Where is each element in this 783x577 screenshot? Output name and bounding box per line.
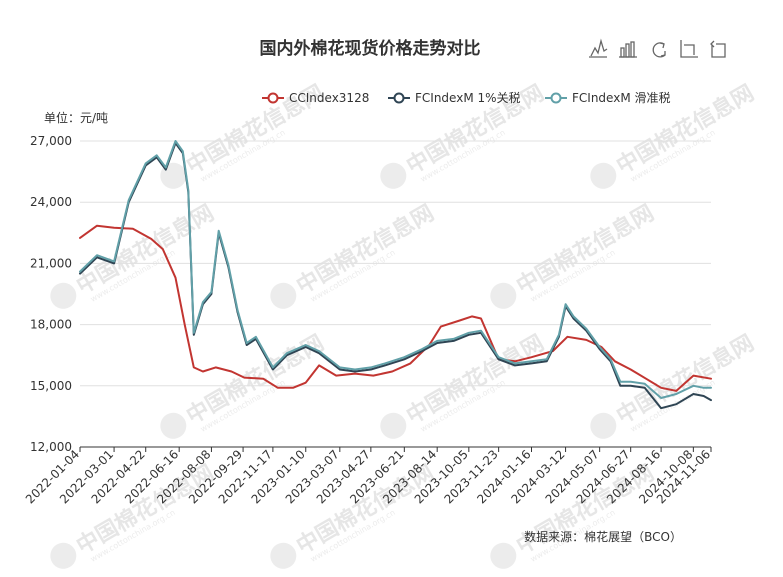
series-line-0 <box>79 224 712 392</box>
watermark-logo-icon <box>380 412 407 439</box>
line-chart-icon[interactable] <box>589 38 608 58</box>
y-tick-label: 18,000 <box>30 318 72 332</box>
chart-title: 国内外棉花现货价格走势对比 <box>260 38 481 59</box>
y-tick-label: 15,000 <box>30 379 72 393</box>
watermark-logo-icon <box>380 162 407 189</box>
toolbar <box>589 38 726 58</box>
source-label: 数据来源：棉花展望（BCO） <box>524 529 682 544</box>
zoom-reset-icon[interactable] <box>710 40 726 58</box>
watermark-logo-icon <box>590 162 617 189</box>
watermark-logo-icon <box>490 542 517 569</box>
watermark-text: 中国棉花信息网 <box>402 330 548 430</box>
series-line-2 <box>79 140 712 399</box>
y-axis-unit-label: 单位：元/吨 <box>44 110 108 125</box>
watermark-logo-icon <box>490 282 517 309</box>
legend-label: CCIndex3128 <box>289 91 369 105</box>
y-tick-label: 27,000 <box>30 134 72 148</box>
series-lines <box>79 140 712 410</box>
legend-label: FCIndexM 1%关税 <box>415 91 521 105</box>
legend-item-ccindex3128[interactable]: CCIndex3128 <box>262 91 369 105</box>
watermark-logo-icon <box>270 282 297 309</box>
watermark-text: 中国棉花信息网 <box>612 330 758 430</box>
watermark-text: 中国棉花信息网 <box>72 200 218 300</box>
watermark-text: 中国棉花信息网 <box>292 200 438 300</box>
legend-marker <box>393 92 405 104</box>
y-tick-label: 12,000 <box>30 440 72 454</box>
watermark-logo-icon <box>50 282 77 309</box>
legend-marker <box>550 92 562 104</box>
legend: CCIndex3128 FCIndexM 1%关税 FCIndexM 滑准税 <box>262 91 671 105</box>
restore-icon[interactable] <box>652 42 666 58</box>
y-tick-label: 24,000 <box>30 195 72 209</box>
watermark-text: 中国棉花信息网 <box>512 200 658 300</box>
watermark-logo-icon <box>590 412 617 439</box>
legend-label: FCIndexM 滑准税 <box>572 91 671 105</box>
axes: 12,00015,00018,00021,00024,00027,0002022… <box>23 134 713 506</box>
legend-item-fcindexm-1pct[interactable]: FCIndexM 1%关税 <box>388 91 521 105</box>
bar-chart-icon[interactable] <box>619 41 637 58</box>
watermark-logo-icon <box>160 412 187 439</box>
watermark-logo-icon <box>50 542 77 569</box>
legend-item-fcindexm-sliding[interactable]: FCIndexM 滑准税 <box>545 91 671 105</box>
y-tick-label: 21,000 <box>30 256 72 270</box>
legend-marker <box>267 92 279 104</box>
watermark-logo-icon <box>270 542 297 569</box>
data-zoom-icon[interactable] <box>680 40 698 58</box>
